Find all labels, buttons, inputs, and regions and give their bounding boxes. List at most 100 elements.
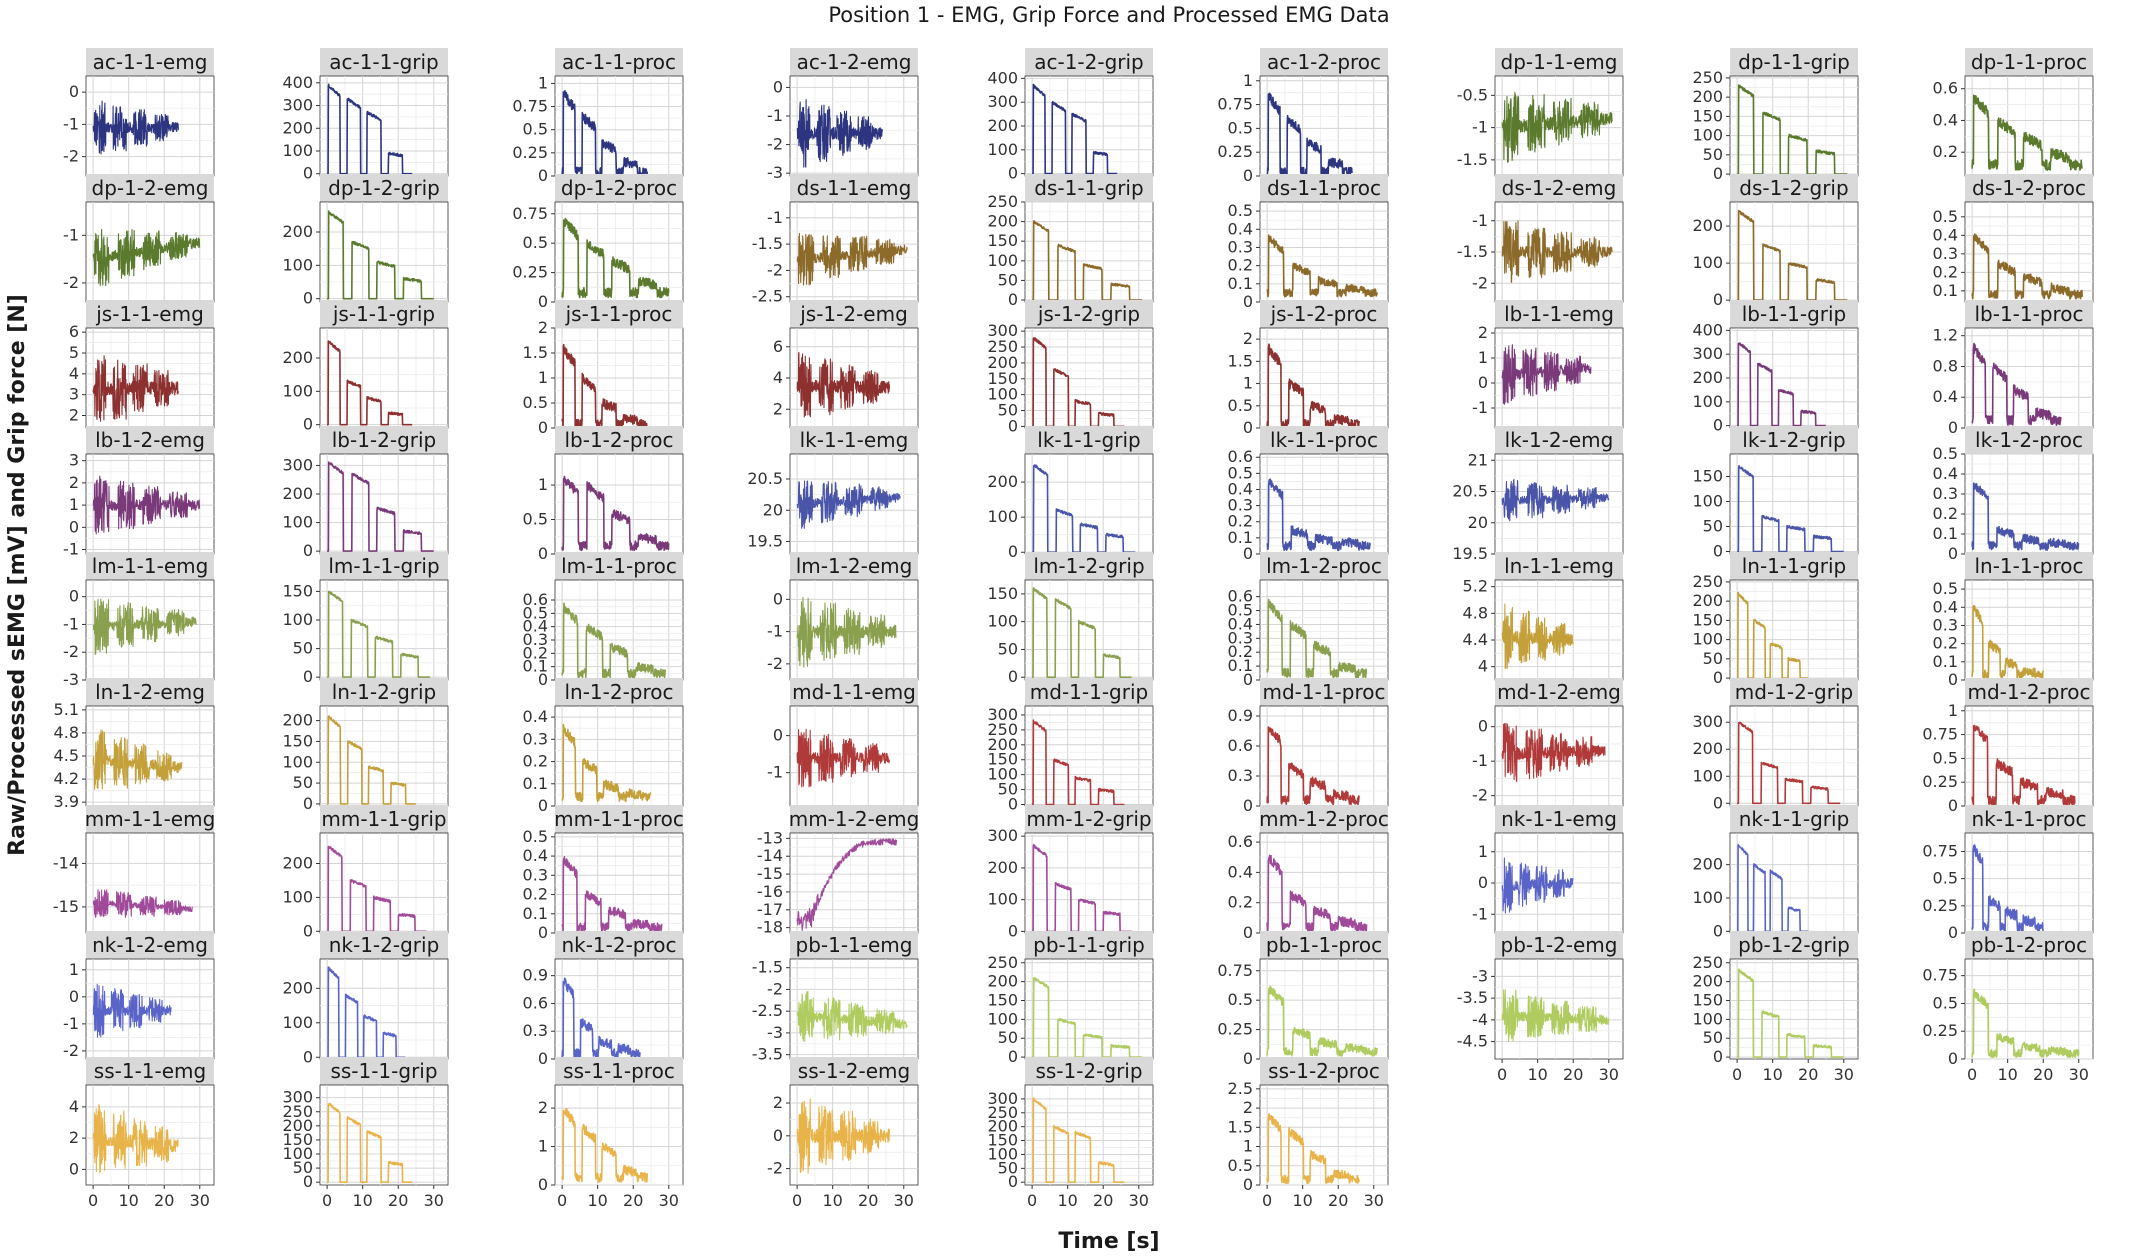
y-tick-label: -1.5 bbox=[752, 234, 783, 253]
strip-background bbox=[1730, 300, 1858, 328]
strip-background bbox=[790, 1057, 918, 1085]
y-tick-label: -1 bbox=[63, 540, 79, 559]
y-tick-label: 2 bbox=[69, 406, 79, 425]
plot-area bbox=[319, 201, 449, 303]
y-tick-label: 250 bbox=[987, 720, 1018, 739]
series-line-ds-1-2-emg bbox=[1501, 220, 1613, 283]
y-tick-label: 150 bbox=[987, 369, 1018, 388]
y-tick-label: 0 bbox=[303, 164, 313, 183]
y-tick-label: 0.75 bbox=[512, 204, 548, 223]
y-tick-label: 100 bbox=[1692, 392, 1723, 411]
series-line-dp-1-1-proc bbox=[1971, 94, 2083, 171]
strip-label: ln-1-1-proc bbox=[1974, 554, 2083, 578]
y-tick-label: 0 bbox=[1478, 873, 1488, 892]
y-tick-label: 2 bbox=[773, 399, 783, 418]
y-tick-label: 0 bbox=[538, 923, 548, 942]
x-tick-label: 20 bbox=[858, 1191, 878, 1210]
y-tick-label: -1.5 bbox=[1457, 242, 1488, 261]
panel-lm-1-1-emg: lm-1-1-emg 0 -1 -2 -3 bbox=[63, 552, 215, 689]
strip-label: ac-1-2-proc bbox=[1267, 50, 1381, 74]
y-tick-label: 0.2 bbox=[1228, 893, 1253, 912]
y-tick-label: 0 bbox=[1008, 667, 1018, 686]
panel-js-1-1-grip: js-1-1-grip 0 100 200 bbox=[282, 300, 449, 434]
panel-mm-1-2-emg: mm-1-2-emg -13-14-15-16-17-18 bbox=[757, 805, 919, 937]
y-tick-label: 0.25 bbox=[1217, 142, 1253, 161]
strip-background bbox=[1495, 300, 1623, 328]
y-tick-label: 21 bbox=[1468, 450, 1488, 469]
y-tick-label: 50 bbox=[293, 773, 313, 792]
series-line-ln-1-2-emg bbox=[92, 729, 183, 790]
strip-background bbox=[320, 426, 448, 454]
y-tick-label: 0.1 bbox=[1228, 528, 1253, 547]
series-line-ln-1-1-emg bbox=[1501, 603, 1574, 670]
y-tick-label: 250 bbox=[987, 953, 1018, 972]
strip-background bbox=[86, 931, 214, 959]
strip-background bbox=[790, 48, 918, 76]
y-tick-label: 50 bbox=[998, 270, 1018, 289]
y-tick-label: 150 bbox=[987, 1131, 1018, 1150]
y-tick-label: 250 bbox=[987, 192, 1018, 211]
strip-background bbox=[1260, 426, 1388, 454]
y-tick-label: 200 bbox=[282, 711, 313, 730]
strip-label: ss-1-2-emg bbox=[798, 1059, 910, 1083]
strip-label: dp-1-1-grip bbox=[1738, 50, 1850, 74]
strip-background bbox=[555, 805, 683, 833]
y-tick-label: 200 bbox=[282, 854, 313, 873]
y-tick-label: 5 bbox=[69, 343, 79, 362]
strip-background bbox=[1025, 552, 1153, 580]
y-tick-label: 0 bbox=[1008, 290, 1018, 309]
series-line-ac-1-1-emg bbox=[92, 100, 179, 155]
panel-ac-1-2-proc: ac-1-2-proc 0 0.25 0.5 0.75 1 bbox=[1217, 48, 1389, 185]
y-tick-label: 0 bbox=[1478, 373, 1488, 392]
strip-label: ln-1-2-grip bbox=[332, 680, 437, 704]
y-tick-label: 100 bbox=[987, 140, 1018, 159]
strip-background bbox=[1730, 931, 1858, 959]
y-tick-label: 4 bbox=[69, 364, 79, 383]
strip-background bbox=[1965, 931, 2093, 959]
strip-background bbox=[1025, 1057, 1153, 1085]
y-tick-label: 50 bbox=[998, 401, 1018, 420]
x-tick-label: 20 bbox=[1093, 1191, 1113, 1210]
y-tick-label: 0 bbox=[1713, 416, 1723, 435]
y-tick-label: -1.5 bbox=[752, 958, 783, 977]
y-tick-label: 400 bbox=[1692, 320, 1723, 339]
strip-label: mm-1-2-grip bbox=[1026, 807, 1151, 831]
series-line-pb-1-2-proc bbox=[1971, 988, 2080, 1059]
panel-md-1-1-emg: md-1-1-emg 0 -1 bbox=[767, 678, 919, 807]
y-tick-label: 0.4 bbox=[1228, 219, 1253, 238]
y-tick-label: 0.3 bbox=[1933, 244, 1958, 263]
y-tick-label: 0.1 bbox=[1228, 274, 1253, 293]
y-tick-label: 0 bbox=[1713, 668, 1723, 687]
y-tick-label: 3.9 bbox=[54, 792, 79, 811]
strip-background bbox=[555, 174, 683, 202]
plot-area bbox=[319, 75, 449, 177]
y-tick-label: 1 bbox=[1243, 1137, 1253, 1156]
series-line-mm-1-1-emg bbox=[92, 889, 193, 918]
strip-background bbox=[555, 300, 683, 328]
y-tick-label: 200 bbox=[282, 978, 313, 997]
panel-dp-1-2-grip: dp-1-2-grip 0 100 200 bbox=[282, 174, 449, 308]
y-tick-label: 200 bbox=[987, 116, 1018, 135]
strip-background bbox=[1260, 931, 1388, 959]
y-tick-label: 150 bbox=[987, 231, 1018, 250]
series-line-ln-1-1-proc bbox=[1971, 605, 2044, 680]
series-line-mm-1-2-emg bbox=[796, 838, 898, 932]
y-tick-label: 3 bbox=[69, 451, 79, 470]
series-line-nk-1-1-emg bbox=[1501, 857, 1574, 914]
y-tick-label: 0 bbox=[303, 289, 313, 308]
y-tick-label: 200 bbox=[282, 222, 313, 241]
y-tick-label: 0.75 bbox=[1922, 725, 1958, 744]
y-tick-label: -1 bbox=[63, 1014, 79, 1033]
y-tick-label: 100 bbox=[1692, 1009, 1723, 1028]
y-tick-label: 100 bbox=[282, 1144, 313, 1163]
y-tick-label: 0 bbox=[303, 794, 313, 813]
strip-background bbox=[320, 552, 448, 580]
strip-background bbox=[1260, 1057, 1388, 1085]
panel-lm-1-1-grip: lm-1-1-grip 0 50 100 150 bbox=[282, 552, 449, 686]
y-tick-label: -1 bbox=[63, 614, 79, 633]
strip-background bbox=[1260, 48, 1388, 76]
y-tick-label: -2 bbox=[767, 654, 783, 673]
strip-label: ln-1-1-emg bbox=[1504, 554, 1614, 578]
